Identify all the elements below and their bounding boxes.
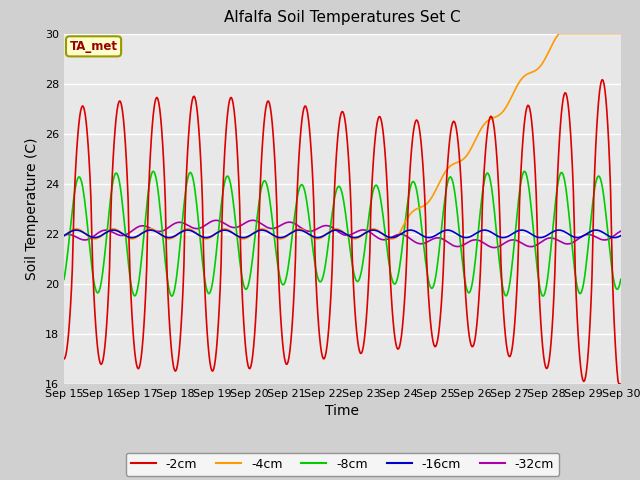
Y-axis label: Soil Temperature (C): Soil Temperature (C): [26, 138, 39, 280]
Text: TA_met: TA_met: [70, 40, 118, 53]
Legend: -2cm, -4cm, -8cm, -16cm, -32cm: -2cm, -4cm, -8cm, -16cm, -32cm: [125, 453, 559, 476]
Title: Alfalfa Soil Temperatures Set C: Alfalfa Soil Temperatures Set C: [224, 11, 461, 25]
X-axis label: Time: Time: [325, 405, 360, 419]
